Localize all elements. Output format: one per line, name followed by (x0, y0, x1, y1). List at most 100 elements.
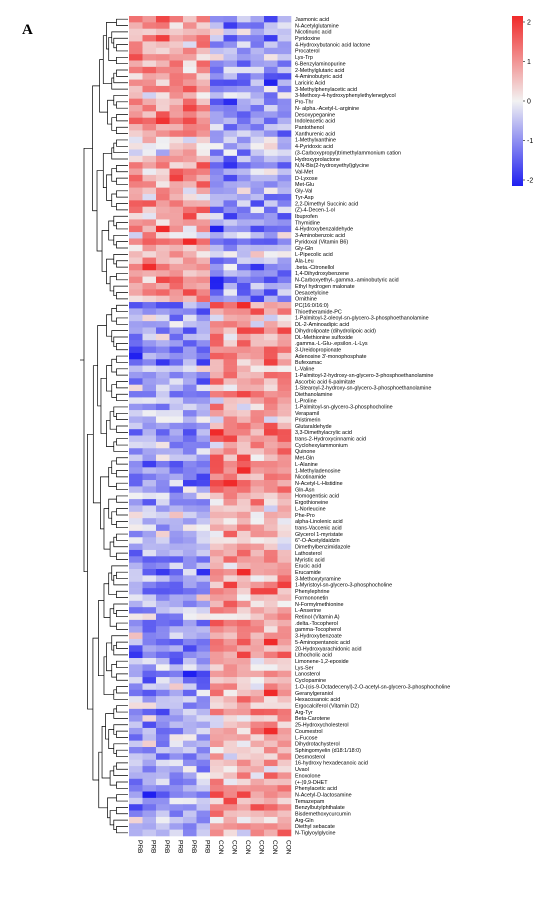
heatmap-cell (129, 613, 143, 621)
heatmap-cell (142, 670, 157, 678)
heatmap-cell (196, 689, 211, 697)
heatmap-cell (142, 270, 157, 277)
heatmap-cell (129, 384, 143, 392)
heatmap-cell (250, 85, 265, 93)
heatmap-cell (264, 549, 278, 557)
heatmap-cell (237, 79, 251, 87)
heatmap-cell (237, 797, 251, 805)
dendrogram-branch (108, 466, 117, 487)
heatmap-cell (250, 22, 265, 30)
heatmap-cell (237, 524, 251, 532)
heatmap-cell (264, 600, 278, 608)
heatmap-cell (156, 638, 170, 646)
row-label: 25-Hydroxycholesterol (295, 723, 349, 729)
heatmap-cell (250, 645, 265, 652)
heatmap-cell (237, 28, 251, 36)
heatmap-cell (156, 327, 170, 335)
heatmap-cell (223, 232, 238, 239)
heatmap-cell (142, 810, 157, 818)
heatmap-cell (223, 753, 238, 761)
heatmap-cell (277, 346, 292, 354)
heatmap-cell (237, 181, 251, 188)
heatmap-cell (129, 499, 143, 506)
row-label: DL-Methionine sulfoxide (295, 335, 353, 341)
heatmap-cell (223, 422, 238, 430)
heatmap-cell (183, 225, 197, 233)
heatmap-cell (169, 543, 184, 551)
heatmap-cell (129, 753, 143, 761)
heatmap-cell (196, 219, 211, 227)
heatmap-cell (156, 263, 170, 271)
heatmap-cell (237, 371, 251, 379)
heatmap-cell (183, 359, 197, 366)
dendrogram-branch (108, 220, 114, 241)
heatmap-cell (210, 829, 224, 837)
heatmap-cell (277, 448, 292, 455)
row-label: D-Lyxose (295, 176, 318, 182)
heatmap-cell (210, 79, 224, 87)
heatmap-cell (169, 594, 184, 602)
heatmap-cell (183, 829, 197, 837)
heatmap-cell (210, 244, 224, 252)
heatmap-cell (169, 149, 184, 157)
heatmap-cell (210, 441, 224, 449)
dendrogram-branch (113, 743, 128, 754)
heatmap-cell (196, 626, 211, 633)
heatmap-cell (196, 435, 211, 443)
heatmap-cell (142, 16, 157, 23)
heatmap-cell (129, 213, 143, 220)
row-label: 1-Palmitoyl-sn-glycero-3-phosphocholine (295, 405, 393, 411)
heatmap-cell (264, 829, 278, 837)
heatmap-cell (169, 391, 184, 398)
heatmap-cell (142, 499, 157, 506)
heatmap-cell (264, 219, 278, 227)
heatmap-cell (156, 136, 170, 144)
heatmap-cell (183, 645, 197, 652)
heatmap-cell (277, 670, 292, 678)
heatmap-cell (142, 581, 157, 589)
row-label: 1-O-(cis-9-Octadecenyl)-2-O-acetyl-sn-gl… (295, 684, 450, 690)
heatmap-cell (250, 73, 265, 80)
heatmap-cell (210, 16, 224, 23)
heatmap-cell (156, 492, 170, 500)
heatmap-cell (264, 537, 278, 544)
heatmap-cell (142, 804, 157, 811)
heatmap-cell (210, 174, 224, 182)
heatmap-cell (223, 645, 238, 652)
heatmap-cell (169, 308, 184, 316)
heatmap-cell (277, 200, 292, 207)
heatmap-cell (196, 581, 211, 589)
heatmap-cell (142, 651, 157, 659)
heatmap-cell (264, 168, 278, 176)
heatmap-cell (142, 333, 157, 341)
heatmap-cell (237, 664, 251, 672)
row-label: Pro-Thr (295, 100, 313, 106)
row-label: 3-Methoxy-4-hydroxyphenylethyleneglycol (295, 93, 396, 99)
heatmap-cell (264, 187, 278, 195)
heatmap-cell (142, 460, 157, 468)
heatmap-cell (223, 492, 238, 500)
heatmap-cell (237, 187, 251, 195)
row-label: 1,4-Dihydroxybenzene (295, 271, 349, 277)
heatmap-cell (169, 823, 184, 830)
heatmap-cell (156, 435, 170, 443)
dendrogram-branch (111, 117, 117, 131)
heatmap-cell (142, 213, 157, 220)
heatmap-cell (223, 816, 238, 824)
heatmap-cell (183, 276, 197, 284)
heatmap-cell (169, 511, 184, 519)
row-label: L-Valine (295, 367, 314, 373)
heatmap-cell (156, 797, 170, 805)
heatmap-cell (223, 28, 238, 36)
heatmap-cell (277, 251, 292, 258)
heatmap-cell (237, 155, 251, 163)
heatmap-cell (169, 575, 184, 583)
row-label: Myristic acid (295, 557, 325, 563)
heatmap-cell (264, 213, 278, 220)
heatmap-cell (264, 804, 278, 811)
heatmap-cell (183, 60, 197, 68)
heatmap-cell (183, 174, 197, 182)
heatmap-cell (142, 219, 157, 227)
heatmap-cell (223, 219, 238, 227)
heatmap-cell (250, 206, 265, 214)
